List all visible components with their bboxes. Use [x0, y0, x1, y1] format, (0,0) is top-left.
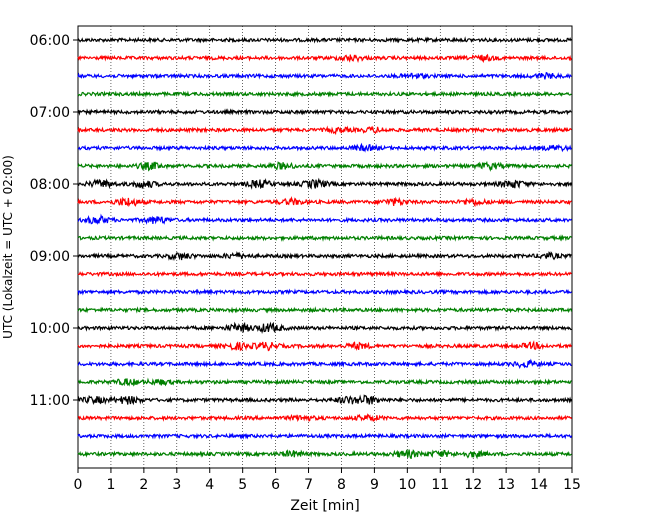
- trace-0715: [77, 125, 572, 136]
- x-tick-label: 5: [238, 477, 247, 493]
- x-tick-label: 0: [74, 477, 83, 493]
- x-tick-label: 3: [172, 477, 181, 493]
- trace-0600: [77, 36, 572, 44]
- y-tick-label: 06:00: [30, 33, 70, 49]
- x-axis-ticks: 0 1 2 3 4 5 6 7 8 9 10 11 12 13 14 15: [74, 468, 581, 493]
- trace-0945: [77, 306, 573, 314]
- y-tick-label: 11:00: [30, 393, 70, 409]
- trace-0800: [77, 177, 573, 190]
- y-axis-ticks: 06:00 07:00 08:00 09:00 10:00 11:00: [30, 33, 78, 409]
- x-axis-label: Zeit [min]: [290, 498, 359, 514]
- x-tick-label: 1: [106, 477, 115, 493]
- trace-0630: [77, 71, 572, 80]
- y-tick-label: 08:00: [30, 177, 70, 193]
- trace-0700: [77, 108, 572, 116]
- x-tick-label: 4: [205, 477, 214, 493]
- x-tick-label: 10: [398, 477, 416, 493]
- x-tick-label: 9: [370, 477, 379, 493]
- x-tick-label: 7: [304, 477, 313, 493]
- x-tick-label: 8: [337, 477, 346, 493]
- x-tick-label: 11: [431, 477, 449, 493]
- trace-0930: [77, 288, 572, 296]
- trace-1145: [77, 449, 572, 460]
- x-tick-label: 14: [530, 477, 548, 493]
- trace-0830: [77, 213, 572, 225]
- trace-0615: [77, 53, 573, 64]
- x-tick-label: 2: [139, 477, 148, 493]
- trace-0900: [77, 250, 572, 262]
- trace-1115: [77, 413, 573, 423]
- trace-1030: [77, 358, 572, 369]
- trace-0915: [77, 270, 572, 278]
- x-tick-label: 13: [497, 477, 515, 493]
- trace-0745: [77, 160, 573, 172]
- trace-0815: [77, 196, 572, 208]
- x-tick-label: 6: [271, 477, 280, 493]
- trace-1000: [77, 321, 572, 334]
- y-tick-label: 10:00: [30, 321, 70, 337]
- x-tick-label: 15: [563, 477, 581, 493]
- trace-1100: [77, 394, 573, 406]
- seismogram-traces: [77, 36, 573, 460]
- y-tick-label: 07:00: [30, 105, 70, 121]
- trace-1015: [77, 340, 572, 352]
- trace-1130: [77, 432, 573, 440]
- trace-0645: [77, 90, 572, 98]
- trace-1045: [77, 377, 572, 387]
- y-axis-label: UTC (Lokalzeit = UTC + 02:00): [1, 155, 15, 339]
- plot-frame: [77, 25, 573, 469]
- y-tick-label: 09:00: [30, 249, 70, 265]
- trace-0845: [77, 234, 572, 242]
- trace-0730: [77, 142, 573, 153]
- x-tick-label: 12: [464, 477, 482, 493]
